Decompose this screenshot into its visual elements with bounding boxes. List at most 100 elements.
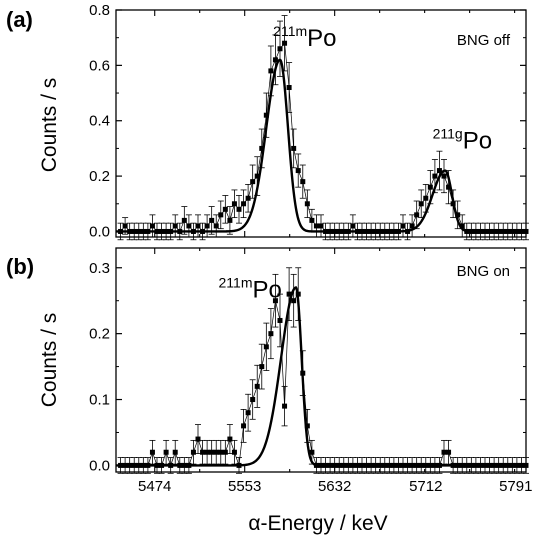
data-point [373,228,379,234]
data-point [336,228,342,234]
data-point [487,462,493,468]
data-point [286,85,292,91]
data-point [272,57,278,63]
data-point [441,173,447,179]
y-tick-label: 0.0 [89,223,110,240]
data-point [122,223,128,229]
data-point [377,462,383,468]
data-point [341,228,347,234]
data-point [464,228,470,234]
data-point [496,462,502,468]
panel-b-fit-curve [116,286,526,467]
data-point [477,228,483,234]
data-point [177,462,183,468]
data-point [482,228,488,234]
peak-annotation-superscript: 211m [219,274,253,290]
data-point [140,462,146,468]
data-point [318,462,324,468]
data-point [209,217,215,223]
data-point [200,449,206,455]
data-point [323,462,329,468]
data-point [204,223,210,229]
data-point [391,462,397,468]
data-point [427,184,433,190]
y-tick-label: 0.2 [89,168,110,185]
data-point [500,462,506,468]
data-point [136,228,142,234]
panel-b-y-axis-title: Counts / s [38,313,61,408]
data-point [500,228,506,234]
peak-annotation: 211gPo [433,125,492,154]
data-point [272,298,278,304]
data-point [509,462,515,468]
data-point [441,449,447,455]
x-tick-label: 5791 [499,478,532,495]
data-point [250,397,256,403]
data-point [218,212,224,218]
data-point [159,462,165,468]
y-tick-label: 0.4 [89,113,110,130]
data-point [427,462,433,468]
data-point [309,449,315,455]
data-point [168,462,174,468]
data-point [423,195,429,201]
data-point [250,179,256,185]
data-point [350,462,356,468]
data-point [118,462,124,468]
data-point [505,228,511,234]
data-point [482,462,488,468]
data-point [409,462,415,468]
data-point [345,228,351,234]
x-tick-label: 5632 [318,478,351,495]
data-point [136,462,142,468]
data-point [154,462,160,468]
data-point [436,168,442,174]
data-point [222,449,228,455]
data-point [259,364,265,370]
data-point [131,228,137,234]
data-point [368,462,374,468]
data-point [231,449,237,455]
data-point [377,228,383,234]
data-point [373,462,379,468]
data-point [350,223,356,229]
y-tick-label: 0.8 [89,2,110,19]
data-point [195,436,201,442]
peak-annotation-element: Po [252,276,281,303]
data-point [336,462,342,468]
data-connecting-line [120,293,526,467]
data-point [204,449,210,455]
data-point [514,462,520,468]
data-point [386,228,392,234]
data-point [405,228,411,234]
data-point [291,145,297,151]
y-tick-label: 0.1 [89,392,110,409]
data-point [309,217,315,223]
data-point [259,145,265,151]
panel-b-frame [115,247,527,473]
x-tick-label: 5474 [138,478,171,495]
data-point [140,228,146,234]
data-point [468,462,474,468]
data-point [286,291,292,297]
data-point [181,217,187,223]
data-point [359,228,365,234]
data-point [432,173,438,179]
data-point [391,228,397,234]
data-point [509,228,515,234]
data-point [254,383,260,389]
data-point [145,462,151,468]
x-tick-label: 5553 [228,478,261,495]
data-point [277,46,283,52]
data-point [432,462,438,468]
panel-b-data-points [117,267,529,474]
data-point [213,223,219,229]
panel-a-label: (a) [6,7,33,32]
data-point [468,228,474,234]
data-point [227,217,233,223]
data-point [159,228,165,234]
data-point [163,228,169,234]
panel-a-y-axis-title: Counts / s [38,78,61,173]
